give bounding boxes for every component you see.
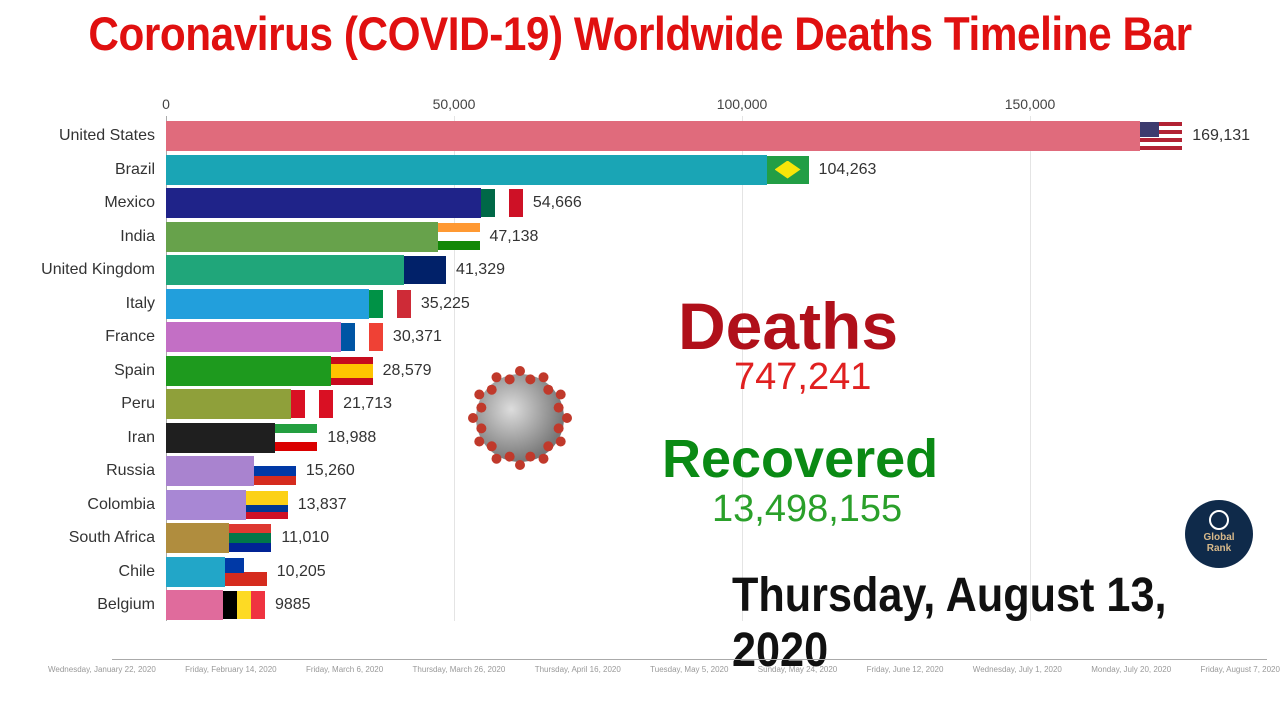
- value-label: 30,371: [392, 328, 442, 345]
- global-rank-logo: Global Rank: [1185, 500, 1253, 568]
- current-date: Thursday, August 13, 2020: [732, 569, 1167, 677]
- value-label: 13,837: [297, 495, 347, 513]
- country-label: Peru: [121, 395, 155, 412]
- gridline: [742, 116, 743, 621]
- timeline-date-label: Friday, August 7, 2020: [1200, 665, 1280, 674]
- bar-brazil: [166, 154, 767, 185]
- country-label: Chile: [118, 562, 155, 580]
- flag-cl-icon: [224, 557, 267, 586]
- gridline: [1030, 116, 1031, 621]
- timeline-date-label: Thursday, March 26, 2020: [412, 665, 506, 674]
- bar-united-states: [166, 121, 1141, 151]
- timeline-date-label: Thursday, April 16, 2020: [534, 665, 621, 674]
- recovered-value: 13,498,155: [712, 488, 903, 530]
- value-label: 35,225: [420, 294, 470, 312]
- value-label: 10,205: [276, 562, 326, 580]
- value-label: 18,988: [327, 428, 377, 446]
- bar-iran: [166, 422, 276, 453]
- flag-it-icon: [368, 289, 411, 318]
- recovered-label: Recovered: [662, 429, 939, 489]
- country-label: Mexico: [104, 194, 155, 211]
- timeline-date-label: Friday, February 14, 2020: [185, 665, 277, 674]
- x-tick-label: 0: [162, 96, 170, 112]
- flag-ir-icon: [275, 423, 318, 452]
- country-label: South Africa: [68, 529, 155, 546]
- value-label: 15,260: [305, 462, 355, 479]
- deaths-label: Deaths: [678, 289, 899, 363]
- bar-mexico: [166, 188, 481, 218]
- timeline-date-label: Friday, March 6, 2020: [305, 665, 384, 674]
- logo-text-line1: Global: [1203, 532, 1235, 543]
- bar-colombia: [166, 489, 246, 520]
- timeline-labels: Wednesday, January 22, 2020 Friday, Febru…: [48, 665, 1280, 674]
- country-label: United Kingdom: [41, 261, 155, 278]
- bar-peru: [166, 389, 292, 419]
- logo-text-line2: Rank: [1206, 543, 1232, 554]
- flag-pe-icon: [291, 390, 334, 418]
- timeline-date-label: Tuesday, May 5, 2020: [650, 665, 729, 674]
- value-label: 9885: [274, 596, 311, 613]
- gridline: [454, 116, 455, 621]
- flag-us-icon: [1140, 122, 1183, 150]
- country-label: Brazil: [114, 160, 155, 178]
- value-label: 47,138: [489, 227, 539, 245]
- x-tick-label: 50,000: [432, 96, 476, 112]
- bar-chile: [166, 556, 225, 587]
- flag-ru-icon: [253, 457, 296, 485]
- flag-co-icon: [245, 490, 288, 519]
- value-label: 104,263: [818, 160, 877, 178]
- timeline-date-label: Monday, July 20, 2020: [1091, 665, 1172, 674]
- bar-italy: [166, 288, 369, 319]
- country-label: Colombia: [87, 495, 155, 513]
- flag-za-icon: [229, 524, 272, 552]
- flag-in-icon: [437, 222, 480, 251]
- bar-south-africa: [166, 523, 230, 553]
- bar-united-kingdom: [166, 255, 405, 285]
- bar-france: [166, 322, 341, 352]
- flag-br-icon: [766, 155, 809, 184]
- country-label: Belgium: [97, 596, 155, 613]
- timeline-date-label: Sunday, May 24, 2020: [757, 665, 838, 674]
- country-label: France: [105, 328, 155, 345]
- value-label: 28,579: [382, 361, 432, 379]
- country-label: Russia: [106, 462, 155, 479]
- value-label: 11,010: [281, 529, 330, 546]
- flag-be-icon: [222, 591, 265, 619]
- timeline-date-label: Wednesday, January 22, 2020: [48, 665, 156, 674]
- country-label: India: [120, 227, 155, 245]
- flag-mx-icon: [480, 189, 523, 217]
- value-label: 54,666: [532, 194, 582, 211]
- x-tick-label: 150,000: [1004, 96, 1056, 112]
- deaths-value: 747,241: [734, 356, 872, 398]
- globe-icon: [1209, 510, 1229, 530]
- flag-gb-icon: [404, 256, 447, 284]
- bar-russia: [166, 456, 254, 486]
- bar-spain: [166, 355, 331, 386]
- timeline-slider[interactable]: [112, 659, 1267, 666]
- x-tick-label: 100,000: [716, 96, 768, 112]
- flag-fr-icon: [340, 323, 383, 351]
- country-label: Spain: [114, 361, 155, 379]
- bar-india: [166, 221, 438, 252]
- flag-es-icon: [330, 356, 373, 385]
- coronavirus-image: [464, 362, 576, 474]
- timeline-date-label: Wednesday, July 1, 2020: [972, 665, 1062, 674]
- country-label: United States: [58, 127, 155, 144]
- value-label: 41,329: [456, 261, 505, 278]
- timeline-date-label: Friday, June 12, 2020: [866, 665, 944, 674]
- country-label: Iran: [127, 428, 155, 446]
- bar-belgium: [166, 590, 223, 620]
- chart-title: Coronavirus (COVID-19) Worldwide Deaths …: [88, 7, 1192, 60]
- country-label: Italy: [125, 294, 155, 312]
- value-label: 21,713: [343, 395, 392, 412]
- value-label: 169,131: [1192, 127, 1251, 144]
